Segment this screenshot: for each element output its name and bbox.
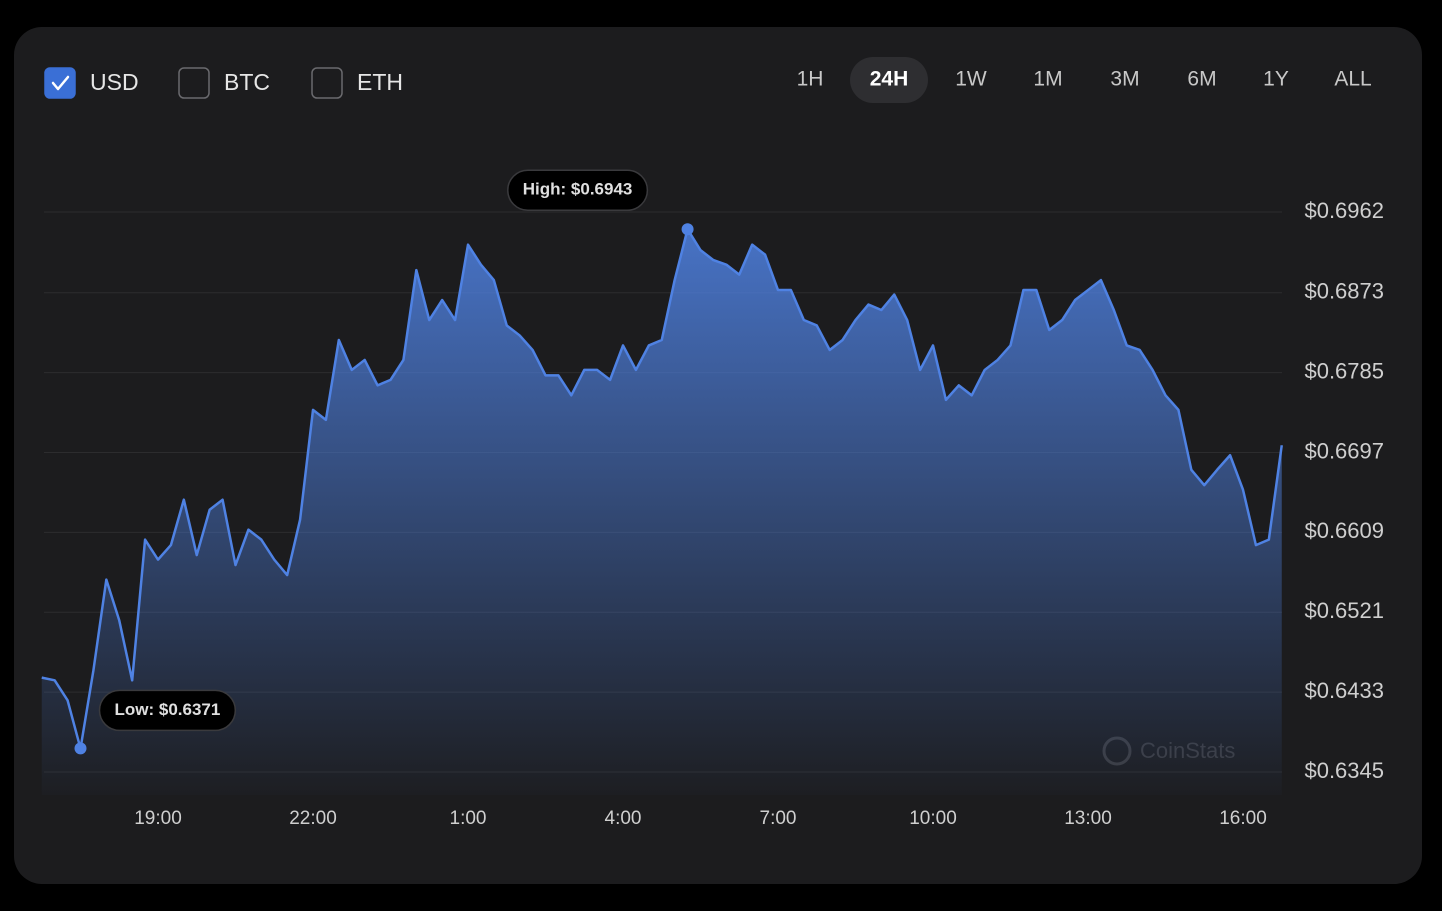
y-tick-label: $0.6521 [1304, 598, 1384, 623]
y-tick-label: $0.6785 [1304, 358, 1384, 383]
y-tick-label: $0.6873 [1304, 279, 1384, 304]
x-tick-label: 19:00 [134, 808, 182, 829]
timeframe-button[interactable]: 1H [797, 68, 824, 91]
timeframe-button[interactable]: ALL [1334, 68, 1371, 91]
x-tick-label: 22:00 [289, 808, 337, 829]
low-pill [98, 689, 237, 732]
check-icon [51, 75, 70, 91]
high-marker [681, 223, 694, 236]
timeframe-button[interactable]: 24H [870, 68, 909, 91]
low-label: Low: $0.6371 [115, 700, 221, 719]
y-tick-label: $0.6345 [1304, 758, 1384, 783]
checkbox[interactable] [44, 67, 76, 99]
x-tick-label: 13:00 [1064, 808, 1112, 829]
low-annotation: Low: $0.6371 [98, 689, 237, 732]
y-tick-label: $0.6433 [1304, 678, 1384, 703]
y-tick-label: $0.6609 [1304, 518, 1384, 543]
timeframe-button[interactable]: 6M [1187, 68, 1216, 91]
timeframe-button[interactable]: 1W [955, 68, 987, 91]
x-tick-label: 16:00 [1219, 808, 1267, 829]
high-pill [507, 169, 649, 211]
checkbox-label[interactable]: BTC [224, 69, 270, 95]
x-tick-label: 4:00 [605, 808, 642, 829]
checkbox[interactable] [178, 67, 210, 99]
timeframe-button[interactable]: 3M [1110, 68, 1139, 91]
x-tick-label: 1:00 [450, 808, 487, 829]
high-label: High: $0.6943 [523, 180, 633, 199]
y-tick-label: $0.6697 [1304, 438, 1384, 463]
y-tick-label: $0.6962 [1304, 198, 1384, 223]
high-annotation: High: $0.6943 [507, 169, 649, 211]
x-tick-label: 10:00 [909, 808, 957, 829]
checkbox-label[interactable]: ETH [357, 69, 403, 95]
x-tick-label: 7:00 [760, 808, 797, 829]
checkbox[interactable] [311, 67, 343, 99]
timeframe-active-bg [850, 57, 928, 103]
checkbox-label[interactable]: USD [90, 69, 139, 95]
timeframe-button[interactable]: 1M [1033, 68, 1062, 91]
timeframe-button[interactable]: 1Y [1263, 68, 1289, 91]
price-line [41, 227, 1283, 750]
low-marker [74, 742, 87, 755]
